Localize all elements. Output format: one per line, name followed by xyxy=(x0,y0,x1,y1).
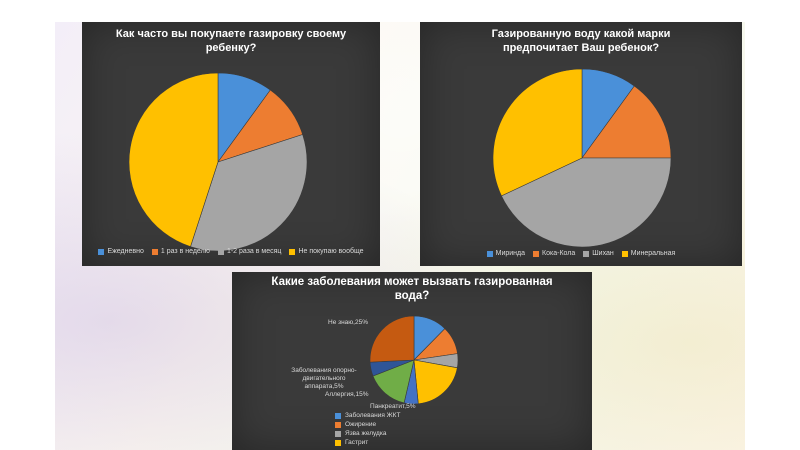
legend-item: Гастрит xyxy=(335,438,400,447)
chart-panel-purchase-frequency: Как часто вы покупаете газировку своему … xyxy=(82,22,380,266)
chart-title-line-1: Газированную воду какой марки xyxy=(491,28,671,40)
pie-slice-3 xyxy=(190,134,308,252)
legend-swatch xyxy=(289,248,296,255)
legend-item: 1-2 раза в месяц xyxy=(217,248,282,255)
legend-swatch xyxy=(335,430,341,437)
chart-title: Как часто вы покупаете газировку своему … xyxy=(82,28,380,56)
legend-item: Язва желудка xyxy=(335,429,400,438)
legend-item: Ежедневно xyxy=(98,248,144,255)
chart-title-line-1: Какие заболевания может вызвать газирова… xyxy=(271,276,553,288)
legend-item: 1 раз в неделю xyxy=(151,248,210,255)
data-label-oda-line-2: двигательного xyxy=(302,375,346,382)
legend-label: Минеральная xyxy=(630,250,676,257)
data-label-neznayu: Не знаю,25% xyxy=(328,319,368,326)
data-label-pankreatit: Панкреатит,5% xyxy=(370,403,416,410)
pie-slice-8 xyxy=(369,315,415,363)
legend-swatch xyxy=(533,250,540,257)
data-label-oda-line-1: Заболевания опорно- xyxy=(291,367,357,374)
data-label-oda-line-3: аппарата,5% xyxy=(304,383,344,390)
legend-swatch xyxy=(217,248,224,255)
legend-swatch xyxy=(583,250,590,257)
chart-panel-diseases: Какие заболевания может вызвать газирова… xyxy=(232,272,592,450)
chart-title-line-2: ребенку? xyxy=(205,41,257,54)
data-label-oda: Заболевания опорно- двигательного аппара… xyxy=(284,367,364,391)
pie-chart xyxy=(492,68,672,248)
pie-slice-4 xyxy=(413,359,458,405)
legend-swatch xyxy=(151,248,158,255)
legend-label: Не покупаю вообще xyxy=(298,248,364,255)
pie-slice-2 xyxy=(581,85,672,159)
legend-item: Ожирение xyxy=(335,420,400,429)
pie-chart xyxy=(369,315,459,405)
legend-label: Ежедневно xyxy=(107,248,144,255)
legend-swatch xyxy=(486,250,493,257)
pie-slice-4 xyxy=(128,72,219,248)
legend-swatch xyxy=(98,248,105,255)
pie-chart xyxy=(128,72,308,252)
legend-label: Шихан xyxy=(592,250,614,257)
legend-label: 1 раз в неделю xyxy=(160,248,210,255)
chart-legend: Заболевания ЖКТ Ожирение Язва желудка Га… xyxy=(335,411,400,447)
chart-legend: Миринда Кока-Кола Шихан Минеральная xyxy=(420,250,742,257)
legend-label: Кока-Кола xyxy=(542,250,576,257)
chart-title-line-1: Как часто вы покупаете газировку своему xyxy=(115,28,347,40)
legend-label: Ожирение xyxy=(345,421,377,428)
legend-label: Язва желудка xyxy=(345,430,387,437)
legend-item: Кока-Кола xyxy=(533,250,575,257)
data-label-allergy: Аллергия,15% xyxy=(325,391,369,398)
legend-item: Шихан xyxy=(583,250,614,257)
legend-item: Миринда xyxy=(486,250,526,257)
legend-label: Гастрит xyxy=(345,439,369,446)
legend-item: Минеральная xyxy=(621,250,676,257)
pie-slice-4 xyxy=(492,68,583,197)
legend-swatch xyxy=(335,439,341,446)
legend-swatch xyxy=(335,421,341,428)
chart-panel-brand-preference: Газированную воду какой марки предпочита… xyxy=(420,22,742,266)
pie-slice-3 xyxy=(501,157,672,248)
chart-title: Газированную воду какой марки предпочита… xyxy=(420,28,742,56)
legend-label: Миринда xyxy=(495,250,526,257)
legend-label: 1-2 раза в месяц xyxy=(226,248,282,255)
chart-title-line-2: вода? xyxy=(394,290,430,303)
legend-label: Заболевания ЖКТ xyxy=(345,412,401,419)
chart-title: Какие заболевания может вызвать газирова… xyxy=(232,275,592,304)
legend-swatch xyxy=(621,250,628,257)
chart-title-line-2: предпочитает Ваш ребенок? xyxy=(502,41,660,54)
legend-item: Заболевания ЖКТ xyxy=(335,411,400,420)
legend-swatch xyxy=(335,412,341,419)
chart-legend: Ежедневно 1 раз в неделю 1-2 раза в меся… xyxy=(82,248,380,255)
legend-item: Не покупаю вообще xyxy=(289,248,364,255)
